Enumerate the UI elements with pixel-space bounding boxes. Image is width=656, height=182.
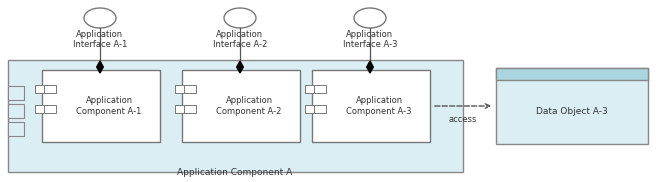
Bar [312,105,326,113]
Text: Application
Component A-1: Application Component A-1 [76,96,142,116]
Bar [182,70,300,142]
Ellipse shape [224,8,256,28]
Polygon shape [237,61,243,73]
Bar [35,85,44,93]
Text: Application
Interface A-2: Application Interface A-2 [213,30,267,49]
Bar [305,105,314,113]
Bar [8,104,24,118]
Bar [305,85,314,93]
Bar [496,68,648,144]
Bar [35,105,44,113]
Bar [42,70,160,142]
Text: Data Object A-3: Data Object A-3 [536,108,608,116]
Ellipse shape [84,8,116,28]
Text: Application
Interface A-3: Application Interface A-3 [342,30,398,49]
Bar [182,85,196,93]
Bar [312,85,326,93]
Bar [8,86,24,100]
Bar [175,105,184,113]
Bar [496,68,648,80]
Text: access: access [449,115,477,124]
Polygon shape [367,61,373,73]
Text: Application
Component A-2: Application Component A-2 [216,96,281,116]
Bar [42,105,56,113]
Ellipse shape [354,8,386,28]
Text: Application
Component A-3: Application Component A-3 [346,96,412,116]
Text: Application Component A: Application Component A [177,168,293,177]
Text: Application
Interface A-1: Application Interface A-1 [73,30,127,49]
Bar [182,105,196,113]
Polygon shape [96,61,103,73]
Bar [312,70,430,142]
Bar [42,85,56,93]
Bar [175,85,184,93]
Bar [8,122,24,136]
Bar [8,60,463,172]
